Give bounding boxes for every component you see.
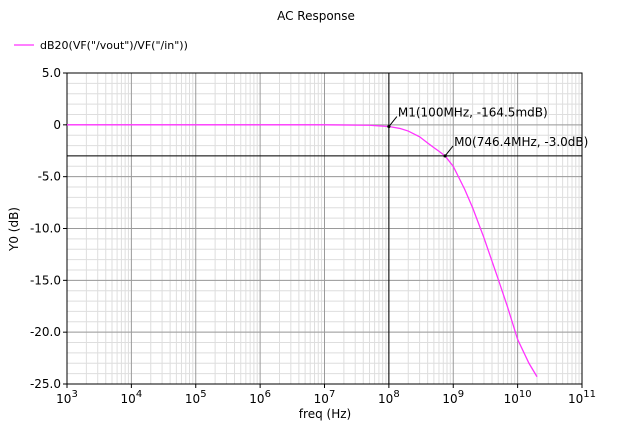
x-ticks: 103 104 105 106 107 108 109 1010 1011 [56,384,596,406]
legend: dB20(VF("/vout")/VF("/in")) [14,39,188,52]
x-tick-exponent: 10 [519,389,532,400]
x-tick-label: 1010 [504,389,532,406]
marker-point [387,124,391,129]
x-tick-exponent: 6 [265,389,271,400]
y-ticks: 5.0 0 -5.0 -10.0 -15.0 -20.0 -25.0 [30,66,67,391]
y-tick-label: -10.0 [30,222,61,236]
marker-m0: M0(746.4MHz, -3.0dB) [443,135,588,158]
y-tick-label: 5.0 [42,66,61,80]
x-tick-exponent: 4 [136,389,142,400]
x-tick-exponent: 11 [583,389,596,400]
x-tick-base: 10 [442,392,457,406]
x-tick-label: 107 [314,389,336,406]
x-tick-label: 108 [378,389,400,406]
x-tick-base: 10 [504,392,519,406]
marker-m1: M1(100MHz, -164.5mdB) [387,106,548,129]
x-tick-exponent: 3 [71,389,77,400]
x-tick-label: 1011 [568,389,596,406]
marker-point [443,154,447,158]
x-tick-base: 10 [568,392,583,406]
y-tick-label: -5.0 [38,170,61,184]
marker-pointer [388,116,398,127]
x-tick-label: 103 [56,389,78,406]
marker-label: M0(746.4MHz, -3.0dB) [454,135,588,149]
major-grid [66,72,583,385]
x-tick-label: 104 [121,389,143,406]
markers: M1(100MHz, -164.5mdB) M0(746.4MHz, -3.0dB… [387,106,588,158]
x-tick-base: 10 [378,392,393,406]
x-tick-label: 105 [185,389,207,406]
series [67,124,538,378]
x-tick-base: 10 [185,392,200,406]
x-tick-base: 10 [314,392,329,406]
marker-pointer [444,145,454,157]
y-axis-label: Y0 (dB) [7,207,21,252]
x-tick-label: 106 [249,389,271,406]
series-line [67,124,538,378]
x-tick-exponent: 9 [458,389,464,400]
y-tick-label: -15.0 [30,273,61,287]
x-tick-exponent: 5 [200,389,206,400]
reference-lines [67,73,582,384]
y-tick-label: 0 [53,118,61,132]
legend-entry: dB20(VF("/vout")/VF("/in")) [40,39,188,52]
x-tick-base: 10 [249,392,264,406]
x-tick-exponent: 7 [329,389,335,400]
y-tick-label: -25.0 [30,377,61,391]
x-tick-base: 10 [56,392,71,406]
x-tick-label: 109 [442,389,464,406]
x-tick-exponent: 8 [393,389,399,400]
chart-title: AC Response [277,9,355,23]
y-tick-label: -20.0 [30,325,61,339]
x-axis-label: freq (Hz) [299,407,351,421]
marker-label: M1(100MHz, -164.5mdB) [398,106,548,120]
x-tick-base: 10 [121,392,136,406]
